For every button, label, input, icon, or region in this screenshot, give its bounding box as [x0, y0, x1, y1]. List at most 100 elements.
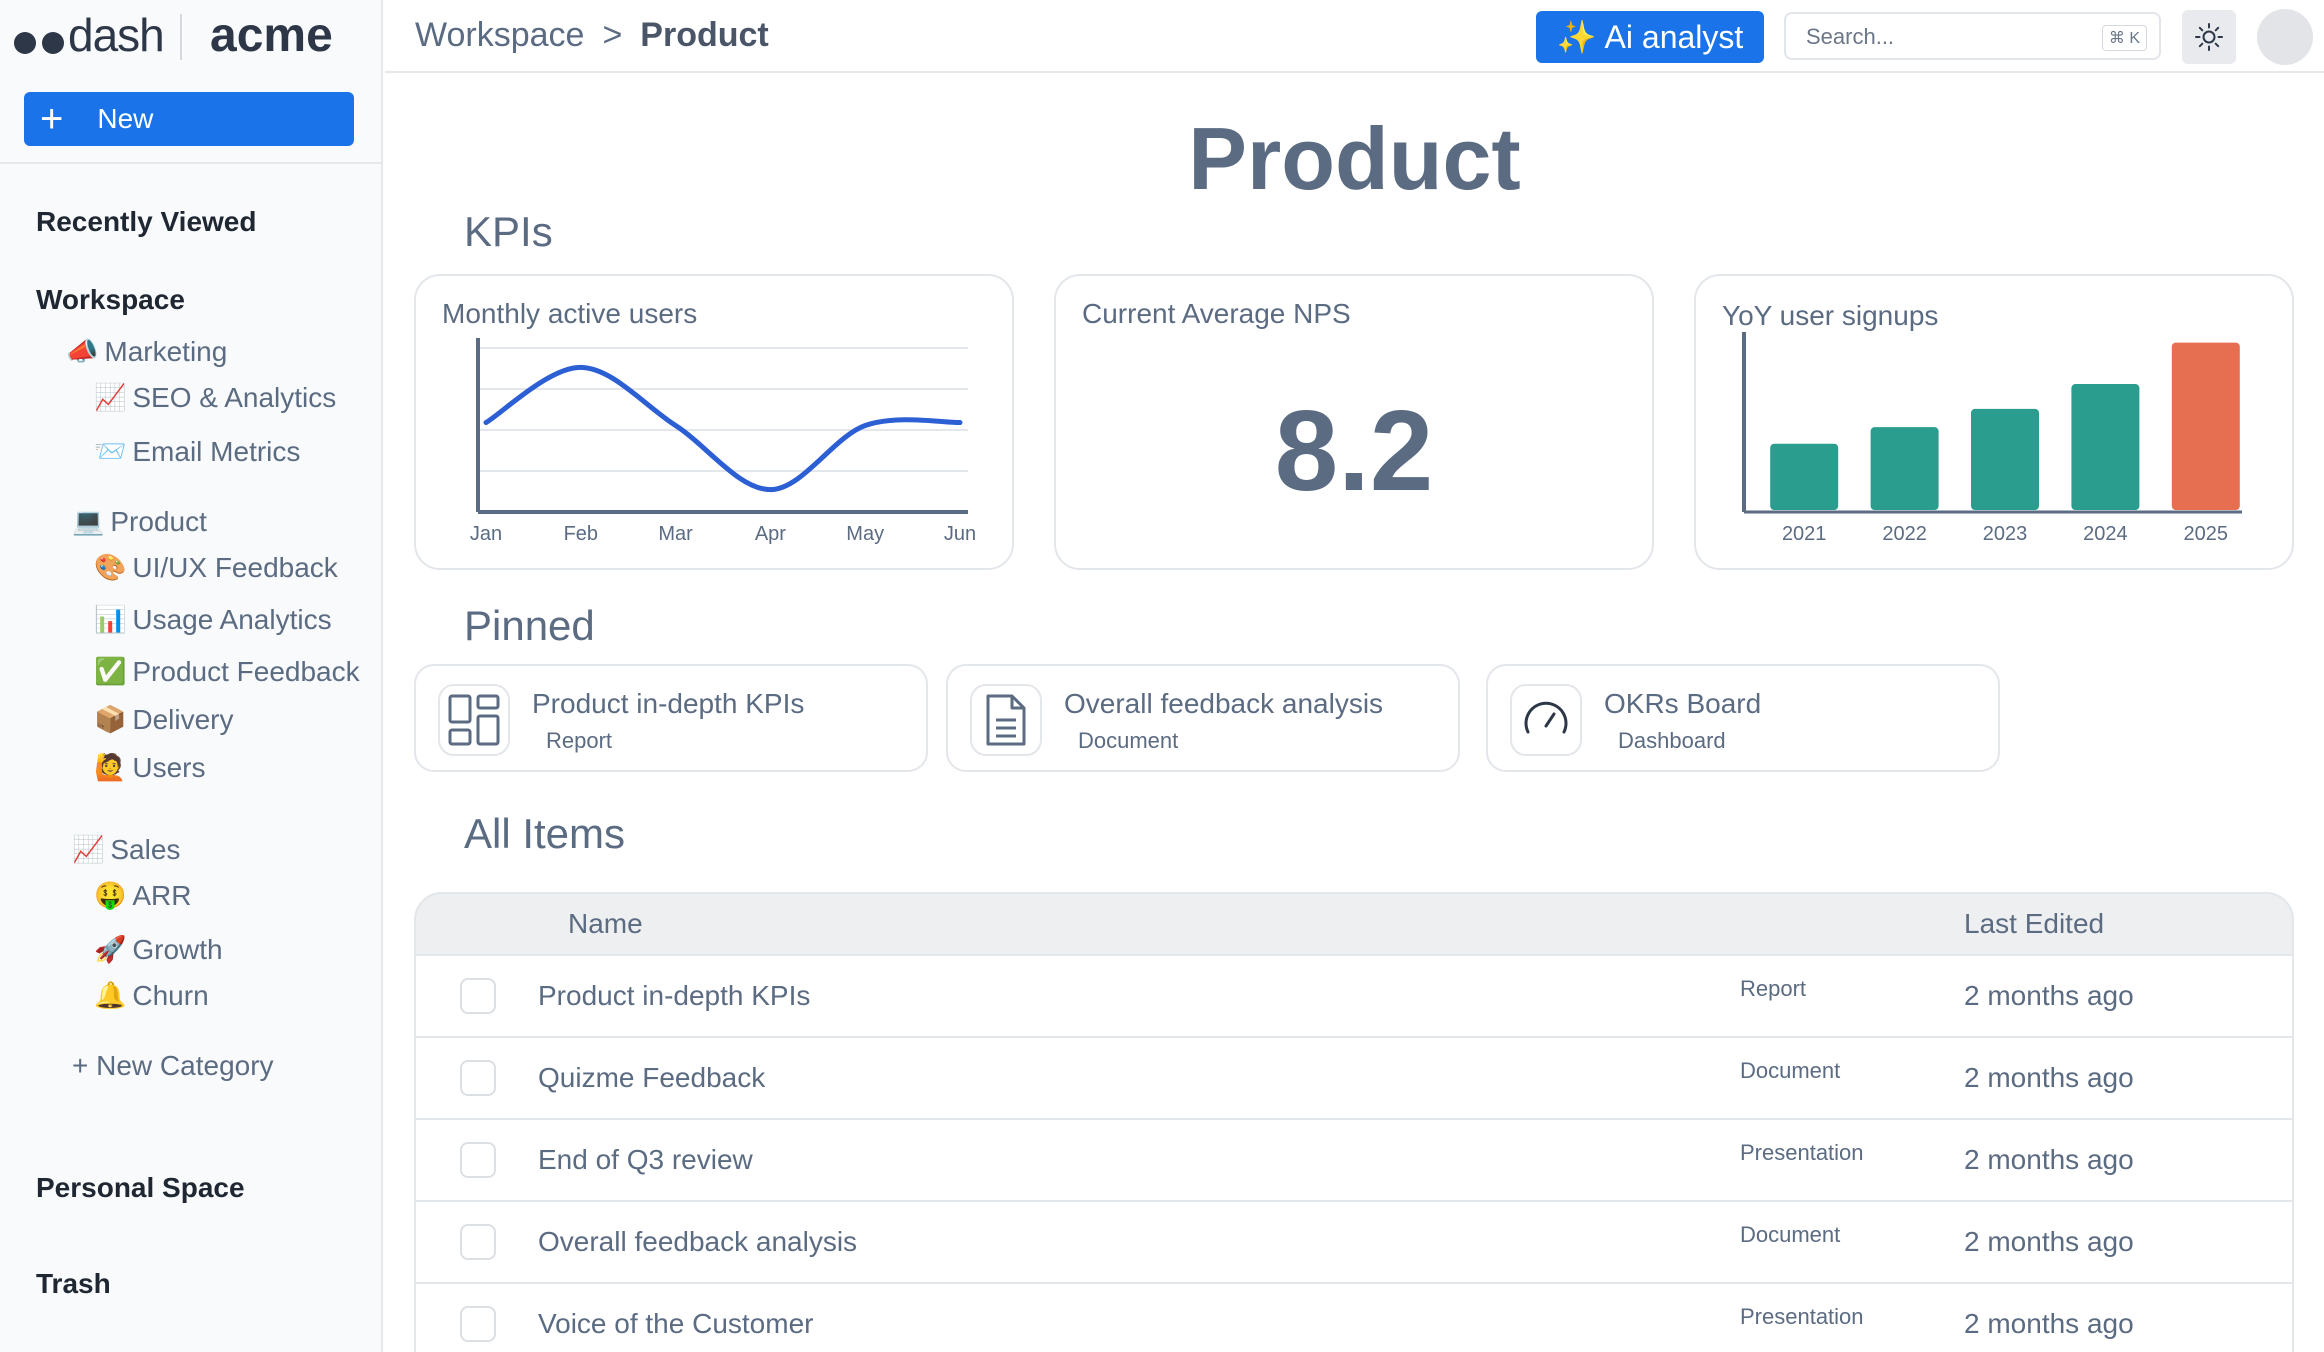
row-name[interactable]: Quizme Feedback	[538, 1062, 766, 1093]
sidebar-item-usage-analytics[interactable]: 📊 Usage Analytics	[94, 604, 332, 636]
sidebar-category-product[interactable]: 💻 Product	[72, 506, 207, 538]
sidebar: dash acme + New Recently Viewed Workspac…	[0, 0, 383, 1352]
breadcrumb-current: Product	[640, 16, 769, 54]
brand-logo[interactable]: dash acme	[0, 0, 383, 73]
row-checkbox[interactable]	[460, 1142, 496, 1178]
sidebar-item-growth[interactable]: 🚀 Growth	[94, 934, 223, 966]
incoming-envelope-icon: 📨	[94, 437, 127, 467]
chart-up-icon: 📈	[94, 383, 127, 413]
row-last-edited: 2 months ago	[1964, 1308, 2134, 1339]
kpi-card-nps[interactable]: Current Average NPS 8.2	[1054, 274, 1654, 570]
sidebar-category-sales[interactable]: 📈 Sales	[72, 834, 180, 866]
kpi-label: YoY user signups	[1722, 300, 1939, 331]
sidebar-item-seo-analytics[interactable]: 📈 SEO & Analytics	[94, 382, 336, 414]
sun-icon	[2195, 23, 2223, 51]
bar-2025	[2171, 342, 2240, 510]
series-line-mau	[483, 364, 963, 493]
sidebar-recently-viewed[interactable]: Recently Viewed	[36, 206, 257, 237]
x-tick-label: Jan	[470, 523, 502, 545]
sidebar-item-product-feedback[interactable]: ✅ Product Feedback	[94, 656, 360, 688]
column-header-last-edited[interactable]: Last Edited	[1964, 908, 2105, 939]
bar-chart-icon: 📊	[94, 605, 127, 635]
sidebar-item-label: Sales	[110, 834, 181, 865]
kpi-label: Current Average NPS	[1082, 298, 1351, 329]
table-row[interactable]: Voice of the Customer Presentation 2 mon…	[414, 1284, 2294, 1352]
plus-icon: +	[40, 97, 64, 141]
x-tick-label: 2025	[2184, 523, 2229, 545]
sidebar-category-marketing[interactable]: 📣 Marketing	[66, 336, 227, 368]
row-type: Presentation	[1740, 1304, 1864, 1329]
sidebar-item-arr[interactable]: 🤑 ARR	[94, 880, 192, 912]
kpi-card-mau[interactable]: Monthly active users Jan Feb Mar Apr May Jun	[414, 274, 1014, 570]
sidebar-item-label: Churn	[132, 980, 209, 1011]
top-bar: Workspace > Product ✨ Ai analyst Search.…	[385, 0, 2324, 73]
nps-value: 8.2	[1274, 388, 1434, 515]
logo-text: dash	[68, 9, 165, 61]
sidebar-personal-space[interactable]: Personal Space	[36, 1172, 245, 1203]
sidebar-item-label: Users	[132, 752, 206, 783]
ai-analyst-button[interactable]: ✨ Ai analyst	[1536, 11, 1764, 63]
avatar[interactable]	[2257, 9, 2313, 65]
all-items-heading: All Items	[464, 810, 626, 857]
bar-2023	[1971, 408, 2039, 510]
layout-grid-icon	[438, 684, 510, 756]
row-name[interactable]: Product in-depth KPIs	[538, 980, 811, 1011]
row-type: Report	[1740, 976, 1807, 1001]
sidebar-item-label: Usage Analytics	[132, 604, 332, 635]
sidebar-item-uiux-feedback[interactable]: 🎨 UI/UX Feedback	[94, 552, 338, 584]
new-button-label: New	[97, 103, 154, 134]
pinned-type: Report	[546, 728, 613, 753]
sidebar-item-label: Marketing	[104, 336, 228, 367]
row-checkbox[interactable]	[460, 1306, 496, 1342]
new-category-button[interactable]: + New Category	[72, 1050, 274, 1081]
table-header: Name Last Edited	[414, 892, 2294, 956]
row-name[interactable]: Overall feedback analysis	[538, 1226, 858, 1257]
pinned-item[interactable]: Overall feedback analysis Document	[946, 664, 1460, 772]
rocket-icon: 🚀	[94, 935, 127, 965]
x-tick-label: 2021	[1782, 523, 1827, 545]
pinned-title: OKRs Board	[1604, 688, 1762, 719]
table-row[interactable]: End of Q3 review Presentation 2 months a…	[414, 1120, 2294, 1202]
sidebar-item-email-metrics[interactable]: 📨 Email Metrics	[94, 436, 300, 468]
theme-toggle-button[interactable]	[2182, 10, 2236, 64]
kpi-label: Monthly active users	[442, 298, 698, 329]
row-checkbox[interactable]	[460, 1060, 496, 1096]
search-input[interactable]: Search... ⌘ K	[1784, 12, 2161, 60]
sidebar-item-churn[interactable]: 🔔 Churn	[94, 980, 209, 1012]
row-name[interactable]: Voice of the Customer	[538, 1308, 814, 1339]
kpi-card-signups[interactable]: YoY user signups 2021 2022 2023 2024 2025	[1694, 274, 2294, 570]
sidebar-item-label: Delivery	[132, 704, 234, 735]
sidebar-item-label: Product	[110, 506, 207, 537]
table-row[interactable]: Product in-depth KPIs Report 2 months ag…	[414, 956, 2294, 1038]
signups-bar-chart: 2021 2022 2023 2024 2025	[1742, 332, 2242, 545]
breadcrumb-workspace[interactable]: Workspace	[415, 16, 585, 54]
pinned-item[interactable]: OKRs Board Dashboard	[1486, 664, 2000, 772]
column-header-name[interactable]: Name	[568, 908, 643, 939]
row-checkbox[interactable]	[460, 1224, 496, 1260]
pinned-title: Product in-depth KPIs	[532, 688, 805, 719]
ai-analyst-label: Ai analyst	[1604, 18, 1744, 55]
laptop-icon: 💻	[72, 507, 105, 537]
sidebar-item-label: Email Metrics	[132, 436, 301, 467]
table-row[interactable]: Overall feedback analysis Document 2 mon…	[414, 1202, 2294, 1284]
gauge-icon	[1510, 684, 1582, 756]
mau-line-chart: Jan Feb Mar Apr May Jun	[470, 338, 976, 545]
row-name[interactable]: End of Q3 review	[538, 1144, 753, 1175]
sidebar-workspace[interactable]: Workspace	[36, 284, 185, 315]
bell-icon: 🔔	[94, 981, 127, 1011]
x-tick-label: 2022	[1882, 523, 1927, 545]
kpis-heading: KPIs	[464, 208, 553, 255]
table-row[interactable]: Quizme Feedback Document 2 months ago	[414, 1038, 2294, 1120]
pinned-type: Document	[1078, 728, 1179, 753]
pinned-item[interactable]: Product in-depth KPIs Report	[414, 664, 928, 772]
pinned-heading: Pinned	[464, 602, 595, 649]
sidebar-item-users[interactable]: 🙋 Users	[94, 752, 206, 784]
bar-2021	[1770, 443, 1839, 510]
check-mark-icon: ✅	[94, 657, 127, 687]
new-button[interactable]: + New	[24, 92, 354, 146]
x-tick-label: 2024	[2083, 523, 2128, 545]
x-tick-label: Jun	[944, 523, 976, 545]
sidebar-trash[interactable]: Trash	[36, 1268, 111, 1299]
sidebar-item-delivery[interactable]: 📦 Delivery	[94, 704, 234, 736]
row-checkbox[interactable]	[460, 978, 496, 1014]
